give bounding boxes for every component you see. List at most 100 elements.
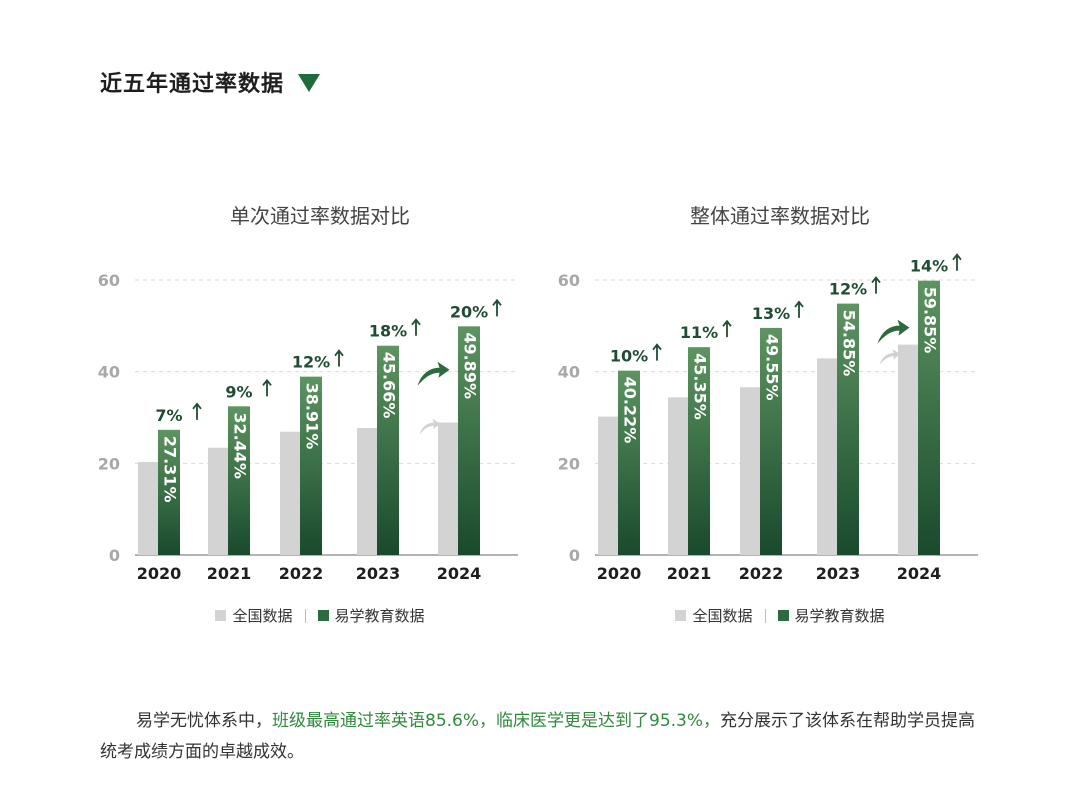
chart-overall-pass-rate: 整体通过率数据对比 0 20 40 60 40.22% 10% 2020 45.35% 11% 2… bbox=[540, 190, 1020, 650]
bar-national bbox=[740, 387, 760, 555]
y-tick-label: 60 bbox=[98, 271, 120, 290]
x-tick-label: 2024 bbox=[897, 564, 942, 583]
bar-yixue bbox=[300, 376, 322, 555]
chart-legend: 全国数据 易学教育数据 bbox=[80, 605, 560, 626]
bar-national bbox=[438, 422, 458, 555]
section-title: 近五年通过率数据 bbox=[100, 72, 285, 97]
chart-plot: 0 20 40 60 40.22% 10% 2020 45.35% 11% 2021 49.55% 1… bbox=[558, 253, 978, 583]
legend-item-national: 全国数据 bbox=[215, 605, 293, 626]
bar-national bbox=[357, 428, 377, 555]
bar-national bbox=[668, 397, 688, 555]
x-tick-label: 2021 bbox=[667, 564, 712, 583]
x-tick-label: 2021 bbox=[207, 564, 252, 583]
bar-value-label: 45.66% bbox=[380, 352, 399, 419]
down-triangle-icon bbox=[298, 74, 321, 92]
section-header: 近五年通过率数据 bbox=[100, 66, 321, 98]
bar-national bbox=[898, 344, 918, 555]
arrow-shape bbox=[879, 349, 901, 365]
bar-yixue bbox=[688, 347, 710, 555]
bar-value-label: 27.31% bbox=[161, 436, 180, 503]
legend-swatch-national bbox=[215, 610, 227, 621]
bar-value-label: 45.35% bbox=[691, 353, 710, 420]
bar-value-label: 32.44% bbox=[231, 412, 250, 479]
bar-yixue bbox=[158, 429, 180, 555]
arrow-shape bbox=[877, 319, 910, 344]
summary-text-1: 易学无忧体系中， bbox=[136, 711, 272, 731]
up-arrow-icon bbox=[794, 300, 804, 318]
up-arrow-icon bbox=[192, 402, 202, 420]
legend-divider bbox=[304, 608, 306, 623]
x-tick-label: 2020 bbox=[137, 564, 182, 583]
legend-swatch-yixue bbox=[317, 610, 329, 621]
bar-national bbox=[280, 431, 300, 555]
bar-national bbox=[208, 447, 228, 555]
y-tick-label: 40 bbox=[98, 363, 120, 382]
increase-label: 14% bbox=[910, 257, 948, 276]
y-tick-label: 60 bbox=[558, 271, 580, 290]
bar-value-label: 59.85% bbox=[921, 287, 940, 354]
y-tick-label: 20 bbox=[98, 454, 120, 473]
increase-label: 10% bbox=[610, 347, 648, 366]
bar-yixue bbox=[458, 326, 480, 555]
bar-national bbox=[598, 416, 618, 555]
increase-label: 9% bbox=[225, 382, 252, 401]
up-arrow-icon bbox=[262, 378, 272, 397]
increase-label: 20% bbox=[450, 302, 488, 321]
bar-value-label: 54.85% bbox=[840, 310, 859, 377]
chart-plot: 0 20 40 60 27.31% 7% 2020 32.44% 9% 2021 38.91% 12%… bbox=[98, 271, 518, 583]
arrow-shape bbox=[417, 361, 450, 386]
x-tick-label: 2022 bbox=[739, 564, 784, 583]
increase-label: 18% bbox=[369, 322, 407, 341]
y-tick-label: 20 bbox=[558, 454, 580, 473]
legend-label-national: 全国数据 bbox=[232, 607, 293, 625]
legend-divider bbox=[764, 608, 766, 623]
x-tick-label: 2020 bbox=[597, 564, 642, 583]
x-tick-label: 2023 bbox=[816, 564, 861, 583]
legend-label-national: 全国数据 bbox=[692, 607, 753, 625]
summary-paragraph: 易学无忧体系中，班级最高通过率英语85.6%，临床医学更是达到了95.3%，充分… bbox=[100, 706, 980, 768]
legend-item-yixue: 易学教育数据 bbox=[777, 605, 885, 626]
chart-title: 整体通过率数据对比 bbox=[690, 204, 870, 228]
summary-highlight: 班级最高通过率英语85.6%，临床医学更是达到了95.3%， bbox=[272, 711, 721, 731]
y-tick-label: 0 bbox=[569, 546, 580, 565]
increase-label: 13% bbox=[752, 304, 790, 323]
y-tick-label: 40 bbox=[558, 363, 580, 382]
curved-up-arrow-icon bbox=[877, 319, 910, 344]
up-arrow-icon bbox=[334, 349, 344, 367]
x-tick-label: 2024 bbox=[437, 564, 482, 583]
up-arrow-icon bbox=[492, 298, 502, 317]
increase-label: 7% bbox=[155, 406, 182, 425]
bar-yixue bbox=[377, 345, 399, 555]
up-arrow-icon bbox=[411, 318, 421, 336]
chart-title: 单次通过率数据对比 bbox=[230, 204, 410, 228]
bar-value-label: 38.91% bbox=[303, 383, 322, 450]
increase-label: 12% bbox=[829, 280, 867, 299]
legend-swatch-yixue bbox=[777, 610, 789, 621]
curved-up-arrow-icon bbox=[417, 361, 450, 386]
up-arrow-icon bbox=[871, 276, 881, 294]
increase-label: 12% bbox=[292, 353, 330, 372]
up-arrow-icon bbox=[952, 253, 962, 271]
x-tick-label: 2023 bbox=[356, 564, 401, 583]
arrow-shape bbox=[419, 418, 441, 435]
bar-yixue bbox=[837, 303, 859, 555]
bar-national bbox=[138, 461, 158, 555]
legend-label-yixue: 易学教育数据 bbox=[334, 607, 425, 625]
curved-up-arrow-icon bbox=[419, 418, 441, 435]
legend-swatch-national bbox=[675, 610, 687, 621]
up-arrow-icon bbox=[652, 343, 662, 361]
x-tick-label: 2022 bbox=[279, 564, 324, 583]
summary-text-2: 充分展示了该体系在帮助学员提高统考成绩方面的卓越成效。 bbox=[100, 711, 976, 762]
legend-item-national: 全国数据 bbox=[675, 605, 753, 626]
curved-up-arrow-icon bbox=[879, 349, 901, 365]
y-tick-label: 0 bbox=[109, 546, 120, 565]
bar-value-label: 40.22% bbox=[621, 377, 640, 444]
bar-yixue bbox=[618, 370, 640, 555]
chart-legend: 全国数据 易学教育数据 bbox=[540, 605, 1020, 626]
up-arrow-icon bbox=[722, 319, 732, 338]
bar-value-label: 49.89% bbox=[461, 332, 480, 399]
bar-national bbox=[817, 358, 837, 555]
bar-yixue bbox=[228, 406, 250, 555]
legend-item-yixue: 易学教育数据 bbox=[317, 605, 425, 626]
bar-value-label: 49.55% bbox=[763, 334, 782, 401]
